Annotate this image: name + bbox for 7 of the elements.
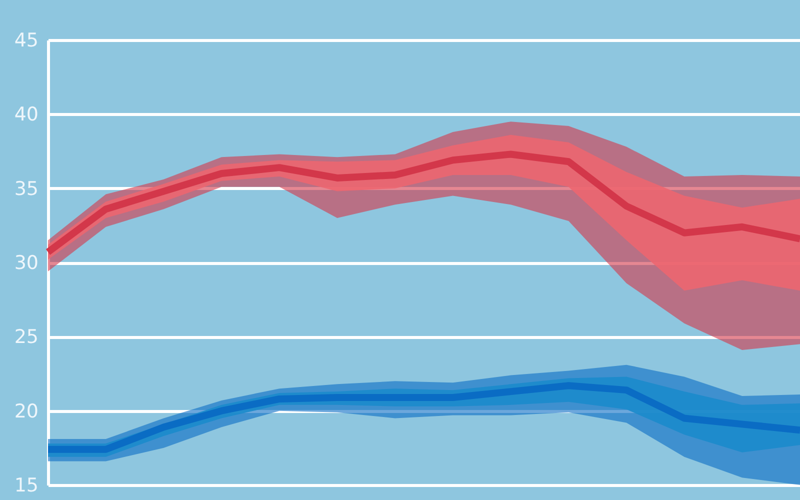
y-tick-label: 35 <box>14 178 38 200</box>
y-tick-label: 25 <box>14 326 38 348</box>
y-tick-label: 45 <box>14 30 38 52</box>
y-tick-label: 15 <box>14 474 38 496</box>
y-tick-label: 40 <box>14 104 38 126</box>
y-tick-label: 30 <box>14 252 38 274</box>
y-tick-label: 20 <box>14 400 38 422</box>
